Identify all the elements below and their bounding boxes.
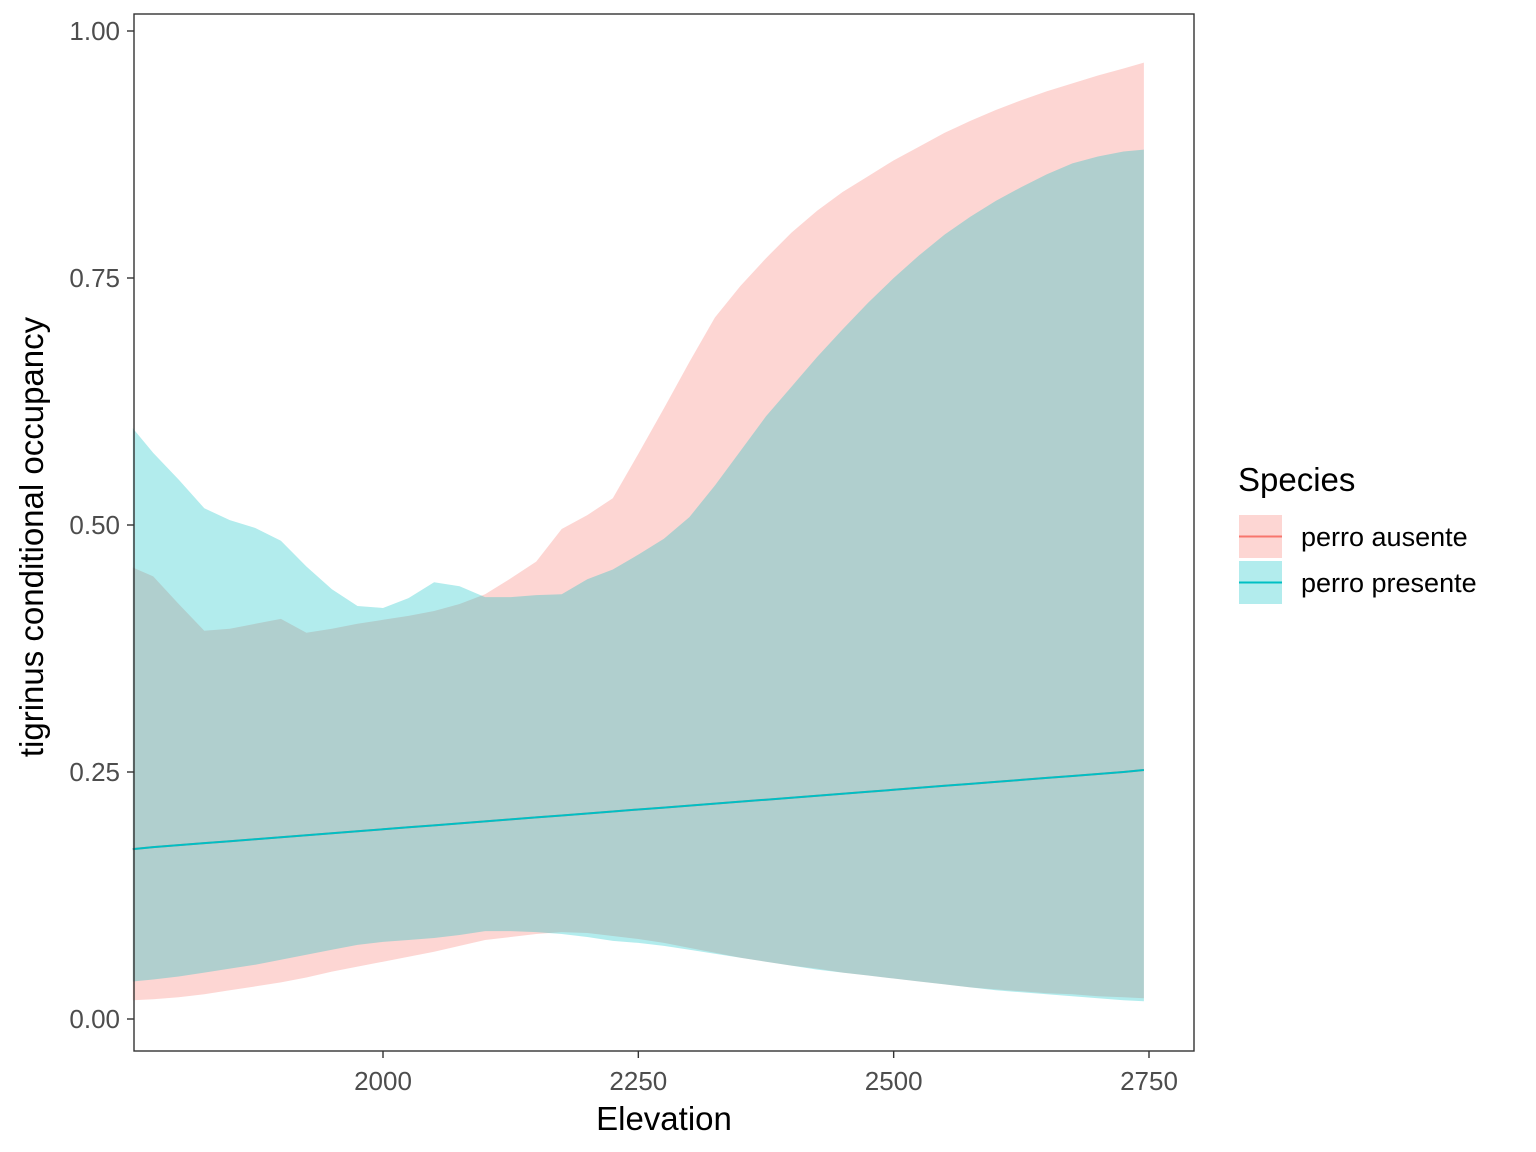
- ribbon-perro-ausente: [132, 62, 1144, 1001]
- legend-label-perro-ausente: perro ausente: [1301, 522, 1468, 552]
- ribbon-perro-presente: [132, 149, 1144, 1002]
- x-tick-label: 2750: [1120, 1066, 1178, 1096]
- legend-label-perro-presente: perro presente: [1301, 568, 1477, 598]
- y-axis: 0.00 0.25 0.50 0.75 1.00: [69, 16, 134, 1034]
- plot-border: [133, 13, 1195, 1052]
- mean-line-perro-presente: [132, 769, 1144, 851]
- x-tick-label: 2500: [865, 1066, 923, 1096]
- plot-panel: [134, 14, 1194, 1051]
- y-axis-title: tigrinus conditional occupancy: [13, 316, 50, 757]
- y-tick-label: 0.50: [69, 510, 120, 540]
- x-axis: 2000 2250 2500 2750: [354, 1051, 1178, 1096]
- y-tick-label: 0.25: [69, 757, 120, 787]
- ribbon-layer: [132, 62, 1144, 1002]
- y-tick-label: 1.00: [69, 16, 120, 46]
- x-axis-title: Elevation: [596, 1100, 732, 1137]
- y-tick-label: 0.00: [69, 1004, 120, 1034]
- x-tick-label: 2000: [354, 1066, 412, 1096]
- legend: Species perro ausente perro presente: [1238, 461, 1477, 604]
- mean-line-layer: [132, 769, 1144, 851]
- y-tick-label: 0.75: [69, 263, 120, 293]
- legend-title: Species: [1238, 461, 1355, 498]
- x-tick-label: 2250: [609, 1066, 667, 1096]
